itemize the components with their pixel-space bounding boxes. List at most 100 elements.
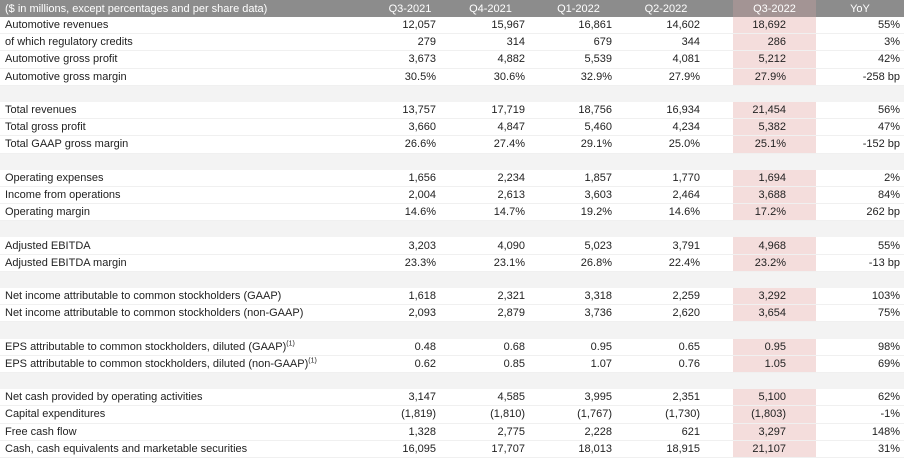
value-cell: 18,756: [535, 101, 622, 120]
row-label-text: Adjusted EBITDA margin: [5, 256, 127, 269]
separator-cell: [446, 372, 535, 390]
separator-cell: [710, 271, 733, 288]
separator-cell: [0, 220, 374, 238]
separator-cell: [374, 271, 446, 288]
row-label-text: Operating expenses: [5, 171, 104, 184]
data-row: Automotive gross margin 30.5% 30.6% 32.9% 27…: [0, 68, 904, 86]
data-row: Operating margin 14.6% 14.7% 19.2% 14.6% 17.2…: [0, 203, 904, 222]
data-row: Net cash provided by operating activitie…: [0, 389, 904, 407]
value-cell: 2,775: [446, 423, 535, 441]
header-spacer: [710, 0, 733, 17]
data-row: Net income attributable to common stockh…: [0, 288, 904, 306]
value-cell: 2,464: [622, 186, 710, 205]
table-body: Automotive revenues 12,057 15,967 16,861 14,…: [0, 17, 904, 458]
value-cell: 25.1%: [733, 135, 816, 154]
separator-cell: [0, 153, 374, 170]
value-cell: 4,081: [622, 50, 710, 69]
value-cell: -1%: [816, 405, 904, 424]
value-cell: 0.62: [374, 355, 446, 373]
row-label: EPS attributable to common stockholders,…: [0, 338, 374, 356]
separator-cell: [374, 85, 446, 102]
row-label-text: Automotive gross margin: [5, 70, 127, 83]
separator-row: [0, 153, 904, 170]
value-cell: 26.8%: [535, 254, 622, 272]
value-cell: 1,857: [535, 169, 622, 187]
separator-cell: [622, 271, 710, 288]
value-cell: (1,810): [446, 405, 535, 424]
separator-cell: [374, 321, 446, 339]
spacer-cell: [710, 389, 733, 407]
spacer-cell: [710, 203, 733, 222]
value-cell: 42%: [816, 50, 904, 69]
spacer-cell: [710, 304, 733, 323]
separator-cell: [733, 220, 816, 238]
value-cell: 27.9%: [622, 68, 710, 86]
value-cell: 4,234: [622, 118, 710, 137]
value-cell: 2,351: [622, 389, 710, 407]
separator-cell: [374, 220, 446, 238]
separator-cell: [816, 321, 904, 339]
separator-cell: [535, 153, 622, 170]
spacer-cell: [710, 118, 733, 137]
value-cell: 56%: [816, 101, 904, 120]
value-cell: 12,057: [374, 17, 446, 35]
value-cell: 25.0%: [622, 135, 710, 154]
value-cell: 26.6%: [374, 135, 446, 154]
row-label-text: Net income attributable to common stockh…: [5, 290, 282, 303]
value-cell: 3,660: [374, 118, 446, 137]
value-cell: 286: [733, 33, 816, 52]
value-cell: 17.2%: [733, 203, 816, 222]
value-cell: 47%: [816, 118, 904, 137]
value-cell: 23.2%: [733, 254, 816, 272]
footnote-mark: (1): [308, 357, 317, 365]
value-cell: 21,107: [733, 440, 816, 458]
separator-cell: [816, 271, 904, 288]
value-cell: 2%: [816, 169, 904, 187]
separator-cell: [622, 321, 710, 339]
value-cell: 29.1%: [535, 135, 622, 154]
footnote-mark: (1): [286, 340, 295, 347]
value-cell: 2,613: [446, 186, 535, 205]
value-cell: 3%: [816, 33, 904, 52]
data-row: Automotive gross profit 3,673 4,882 5,539 4,…: [0, 50, 904, 69]
value-cell: (1,819): [374, 405, 446, 424]
row-label: Total GAAP gross margin: [0, 135, 374, 154]
separator-cell: [816, 153, 904, 170]
separator-cell: [710, 153, 733, 170]
row-label-text: Cash, cash equivalents and marketable se…: [5, 442, 248, 455]
separator-cell: [0, 372, 374, 390]
row-label: Net income attributable to common stockh…: [0, 288, 374, 306]
value-cell: (1,730): [622, 405, 710, 424]
value-cell: 14.6%: [374, 203, 446, 222]
value-cell: 30.5%: [374, 68, 446, 86]
data-row: Income from operations 2,004 2,613 3,603 2,4…: [0, 186, 904, 205]
data-row: Operating expenses 1,656 2,234 1,857 1,770 1,…: [0, 169, 904, 187]
spacer-cell: [710, 33, 733, 52]
value-cell: 4,847: [446, 118, 535, 137]
header-cell: Q3-2021: [374, 0, 446, 17]
value-cell: 4,585: [446, 389, 535, 407]
value-cell: 148%: [816, 423, 904, 441]
data-row: Total GAAP gross margin 26.6% 27.4% 29.1% 25…: [0, 135, 904, 154]
value-cell: 3,318: [535, 288, 622, 306]
separator-row: [0, 220, 904, 238]
value-cell: 27.4%: [446, 135, 535, 154]
header-cell: ($ in millions, except percentages and p…: [0, 0, 374, 17]
value-cell: (1,803): [733, 405, 816, 424]
value-cell: 1.05: [733, 355, 816, 373]
separator-cell: [374, 372, 446, 390]
value-cell: 2,321: [446, 288, 535, 306]
row-label-text: Automotive revenues: [5, 19, 109, 32]
row-label: Adjusted EBITDA margin: [0, 254, 374, 272]
spacer-cell: [710, 186, 733, 205]
value-cell: 14.6%: [622, 203, 710, 222]
value-cell: 0.85: [446, 355, 535, 373]
value-cell: 679: [535, 33, 622, 52]
data-row: EPS attributable to common stockholders,…: [0, 338, 904, 356]
data-row: of which regulatory credits 279 314 679 344 2…: [0, 33, 904, 52]
value-cell: 2,004: [374, 186, 446, 205]
data-row: Total revenues 13,757 17,719 18,756 16,934 21…: [0, 101, 904, 120]
value-cell: 5,382: [733, 118, 816, 137]
